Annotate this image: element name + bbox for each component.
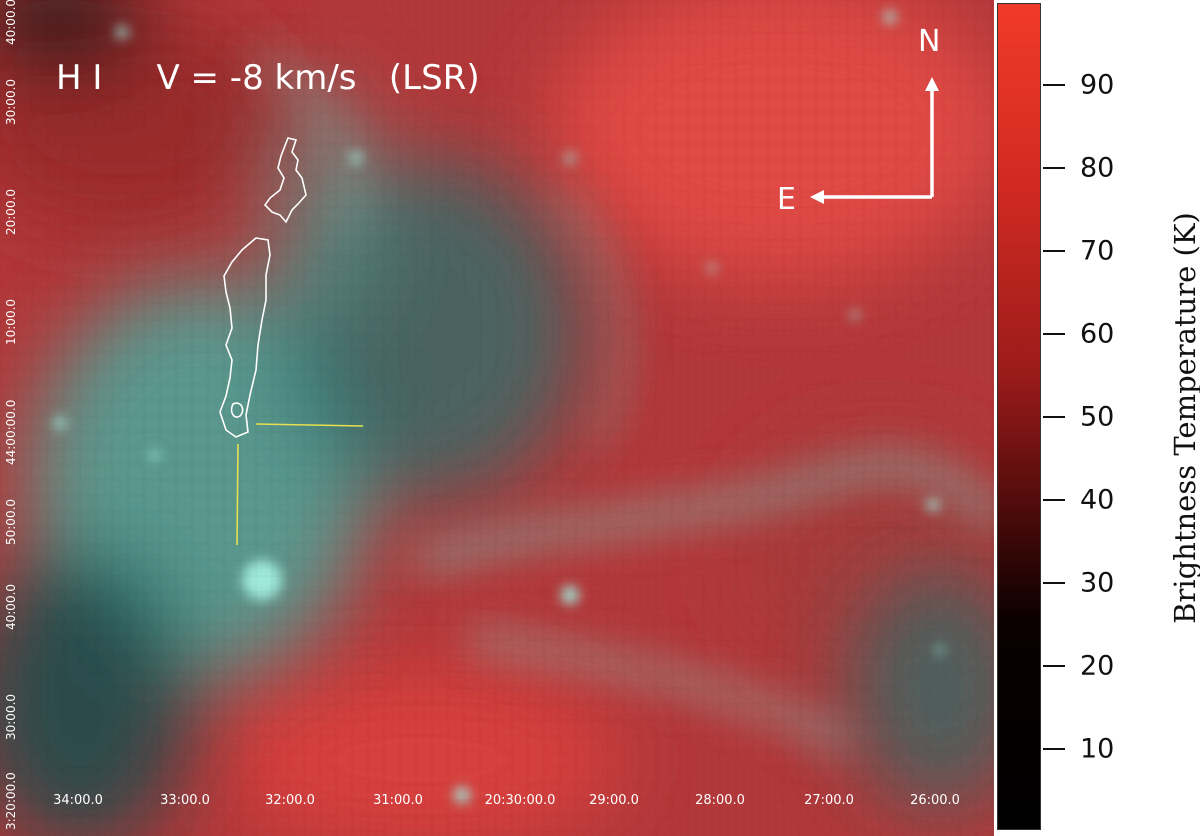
colorbar [997, 3, 1041, 830]
ra-tick-label: 26:00.0 [910, 793, 960, 808]
pixel-grid [0, 0, 994, 836]
colorbar-tick-label: 60 [1080, 318, 1115, 350]
east-label: E [777, 182, 796, 217]
compass-arrows [810, 77, 939, 204]
ra-tick-label: 33:00.0 [160, 793, 210, 808]
ra-tick-label: 31:00.0 [373, 793, 423, 808]
ra-tick-label: 32:00.0 [265, 793, 315, 808]
dec-tick-label: 3:20:00.0 [4, 772, 18, 830]
source-contour [219, 137, 307, 438]
dec-tick-label: 30:00.0 [4, 78, 18, 125]
colorbar-title: Brightness Temperature (K) [1168, 212, 1200, 624]
colorbar-tick-label: 20 [1080, 650, 1115, 682]
ra-tick-label: 28:00.0 [695, 793, 745, 808]
map-title: H I V = -8 km/s (LSR) [56, 58, 480, 98]
dec-tick-label: 30:00.0 [4, 693, 18, 740]
colorbar-tick [1043, 250, 1065, 252]
colorbar-tick [1043, 416, 1065, 418]
ra-tick-label: 34:00.0 [53, 793, 103, 808]
colorbar-tick-label: 40 [1080, 484, 1115, 516]
sky-map-image [0, 0, 994, 836]
colorbar-tick [1043, 748, 1065, 750]
colorbar-tick [1043, 167, 1065, 169]
north-label: N [918, 24, 941, 59]
sky-map: H I V = -8 km/s (LSR) N E 34:00.0 33:00.… [0, 0, 994, 836]
ra-tick-label: 27:00.0 [804, 793, 854, 808]
colorbar-tick [1043, 84, 1065, 86]
dec-tick-label: 50:00.0 [4, 498, 18, 545]
colorbar-tick-label: 50 [1080, 401, 1115, 433]
colorbar-tick-label: 80 [1080, 152, 1115, 184]
colorbar-tick [1043, 665, 1065, 667]
dec-tick-label: 44:00:00.0 [4, 399, 18, 465]
dec-tick-label: 10:00.0 [4, 298, 18, 345]
colorbar-tick-label: 90 [1080, 69, 1115, 101]
colorbar-tick-label: 70 [1080, 235, 1115, 267]
colorbar-tick [1043, 582, 1065, 584]
dec-tick-label: 40:00.0 [4, 0, 18, 45]
colorbar-tick-label: 30 [1080, 567, 1115, 599]
ra-tick-label: 29:00.0 [589, 793, 639, 808]
colorbar-tick-label: 10 [1080, 733, 1115, 765]
dec-tick-label: 20:00.0 [4, 188, 18, 235]
dec-tick-label: 40:00.0 [4, 583, 18, 630]
ra-tick-label: 20:30:00.0 [484, 793, 556, 808]
colorbar-tick [1043, 499, 1065, 501]
position-marker [236, 423, 364, 546]
colorbar-tick [1043, 333, 1065, 335]
